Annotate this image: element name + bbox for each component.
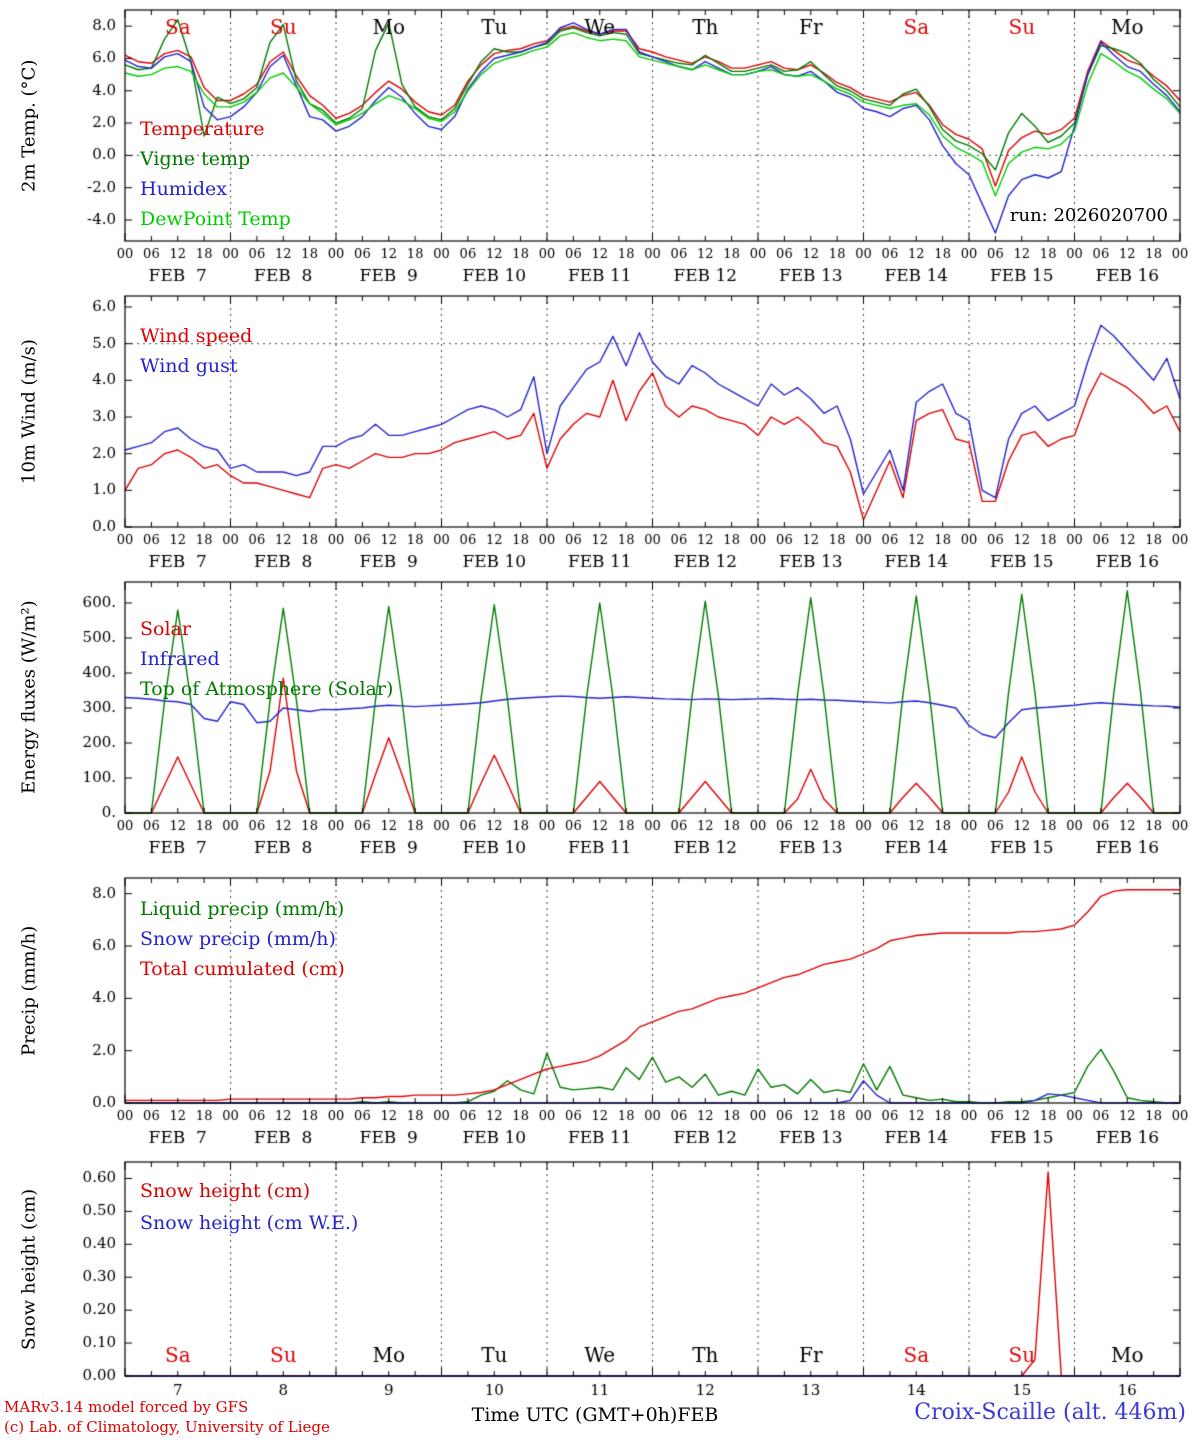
legend-wind-gust: Wind gust bbox=[140, 355, 238, 377]
legend-snow-precip: Snow precip (mm/h) bbox=[140, 928, 336, 950]
run-label: run: 2026020700 bbox=[1009, 205, 1168, 226]
y-axis-title-snow: Snow height (cm) bbox=[18, 1188, 40, 1350]
y-axis-title-precip: Precip (mm/h) bbox=[18, 925, 40, 1056]
legend-vigne-temp: Vigne temp bbox=[140, 148, 251, 170]
y-axis-title-energy: Energy fluxes (W/m²) bbox=[18, 600, 40, 795]
legend-dewpoint-temp: DewPoint Temp bbox=[140, 208, 291, 230]
legend-liquid-precip: Liquid precip (mm/h) bbox=[140, 898, 345, 920]
legend-temperature: Temperature bbox=[140, 118, 265, 140]
legend-snow-height: Snow height (cm) bbox=[140, 1180, 311, 1202]
station-label: Croix-Scaille (alt. 446m) bbox=[914, 1400, 1186, 1425]
model-credit-line: MARv3.14 model forced by GFS bbox=[4, 1398, 249, 1416]
legend-total-cumulated: Total cumulated (cm) bbox=[140, 958, 345, 980]
lab-credit-line: (c) Lab. of Climatology, University of L… bbox=[4, 1418, 330, 1436]
legend-infrared: Infrared bbox=[140, 648, 220, 670]
legend-solar: Solar bbox=[140, 618, 191, 640]
y-axis-title-wind: 10m Wind (m/s) bbox=[18, 339, 40, 484]
legend-top-of-atmosphere: Top of Atmosphere (Solar) bbox=[140, 678, 394, 700]
legend-snow-height-we: Snow height (cm W.E.) bbox=[140, 1212, 359, 1234]
legend-wind-speed: Wind speed bbox=[140, 325, 253, 347]
x-axis-title: Time UTC (GMT+0h)FEB bbox=[471, 1404, 719, 1426]
y-axis-title-temperature: 2m Temp. (°C) bbox=[18, 59, 40, 192]
legend-humidex: Humidex bbox=[140, 178, 228, 200]
